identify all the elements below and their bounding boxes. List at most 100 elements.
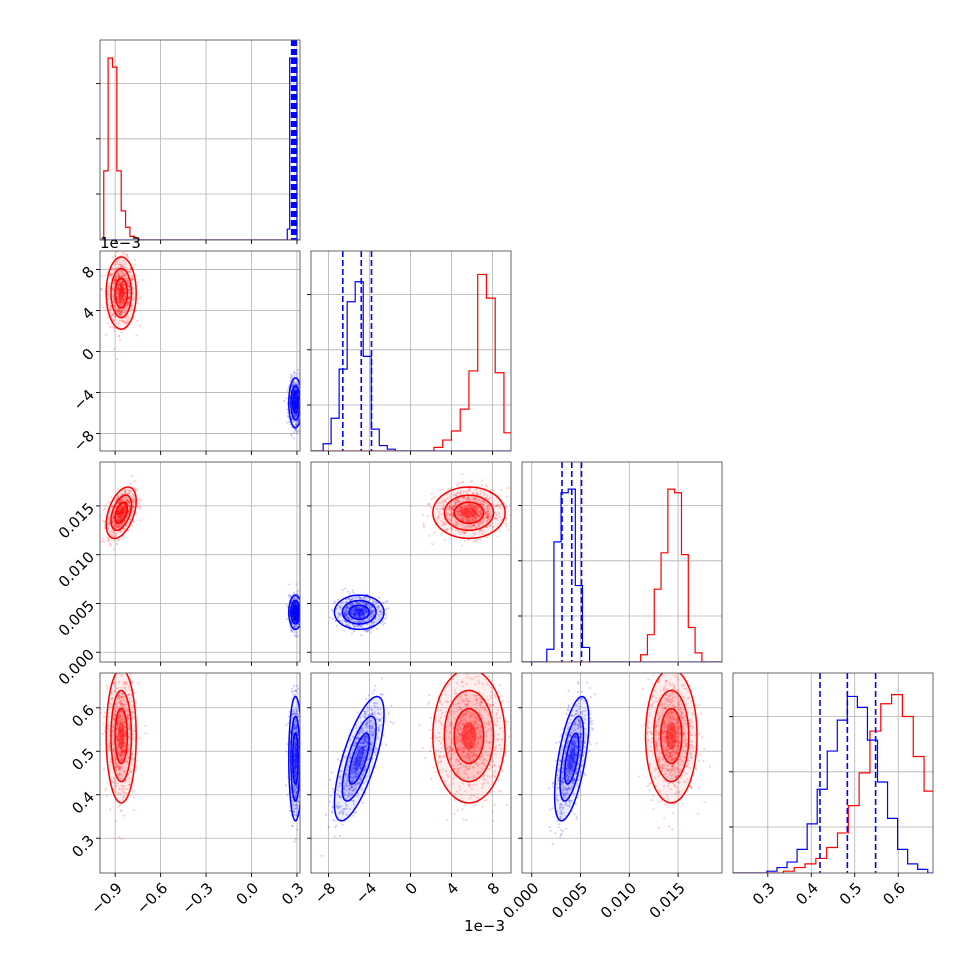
sample-point: [120, 667, 122, 669]
sample-point: [135, 334, 137, 336]
panel-content: [99, 40, 300, 240]
sample-point: [137, 281, 139, 283]
sample-point: [433, 496, 435, 498]
sample-point: [107, 501, 109, 503]
sample-point: [382, 620, 384, 622]
sample-point: [457, 483, 459, 485]
sample-point: [290, 630, 292, 632]
sample-point: [283, 400, 285, 402]
sample-point: [302, 618, 304, 620]
sample-point: [505, 517, 507, 519]
sample-point: [506, 496, 508, 498]
sample-point: [302, 624, 304, 626]
sample-point: [297, 590, 299, 592]
sample-point: [106, 795, 108, 797]
sample-point: [301, 615, 303, 617]
sample-point: [117, 805, 119, 807]
sample-point: [301, 412, 303, 414]
sample-point: [105, 685, 107, 687]
sample-point: [288, 594, 290, 596]
sample-point: [341, 589, 343, 591]
panel-content: [97, 475, 307, 638]
sample-point: [431, 498, 433, 500]
sample-point: [119, 339, 121, 341]
sample-point: [344, 587, 346, 589]
sample-point: [104, 508, 106, 510]
sample-point: [343, 629, 345, 631]
sample-point: [295, 430, 297, 432]
sample-point: [500, 489, 502, 491]
sample-point: [301, 393, 303, 395]
sample-point: [301, 405, 303, 407]
sample-point: [103, 768, 105, 770]
sample-point: [461, 481, 463, 483]
sample-point: [103, 715, 105, 717]
sample-point: [139, 296, 141, 298]
sample-point: [121, 332, 123, 334]
sample-point: [116, 662, 118, 664]
sample-point: [290, 374, 292, 376]
sample-point: [119, 655, 121, 657]
sample-point: [288, 583, 290, 585]
sample-point: [103, 505, 105, 507]
panel-content: [311, 251, 521, 451]
sample-point: [139, 519, 141, 521]
sample-point: [133, 796, 135, 798]
sample-point: [302, 613, 304, 615]
sample-point: [117, 335, 119, 337]
sample-point: [430, 506, 432, 508]
sample-point: [295, 632, 297, 634]
sample-point: [302, 609, 304, 611]
sample-point: [384, 622, 386, 624]
sample-point: [285, 604, 287, 606]
sample-point: [385, 613, 387, 615]
sample-point: [294, 375, 296, 377]
sample-point: [301, 412, 303, 414]
sample-point: [142, 279, 144, 281]
sample-point: [103, 521, 105, 523]
sample-point: [113, 549, 115, 551]
sample-point: [481, 479, 483, 481]
sample-point: [288, 421, 290, 423]
sample-point: [97, 507, 99, 509]
sample-point: [302, 397, 304, 399]
sample-point: [301, 413, 303, 415]
panel-frame: [311, 251, 511, 451]
sample-point: [440, 532, 442, 534]
sample-point: [106, 539, 108, 541]
sample-point: [480, 538, 482, 540]
sample-point: [486, 486, 488, 488]
sample-point: [139, 508, 141, 510]
sample-point: [120, 659, 122, 661]
sample-point: [137, 682, 139, 684]
sample-point: [286, 421, 288, 423]
sample-point: [136, 320, 138, 322]
sample-point: [120, 810, 122, 812]
sample-point: [475, 540, 477, 542]
sample-point: [387, 607, 389, 609]
sample-point: [360, 634, 362, 636]
sample-point: [288, 597, 290, 599]
sample-point: [105, 334, 107, 336]
sample-point: [301, 404, 303, 406]
sample-point: [302, 616, 304, 618]
density-contour: [294, 609, 297, 616]
sample-point: [300, 397, 302, 399]
sample-point: [301, 390, 303, 392]
sample-point: [119, 667, 121, 669]
sample-point: [117, 488, 119, 490]
sample-point: [113, 330, 115, 332]
sample-point: [102, 307, 104, 309]
sample-point: [286, 389, 288, 391]
sample-point: [131, 475, 133, 477]
sample-point: [302, 611, 304, 613]
sample-point: [331, 609, 333, 611]
sample-point: [121, 838, 123, 840]
sample-point: [296, 375, 298, 377]
sample-point: [493, 489, 495, 491]
sample-point: [302, 604, 304, 606]
sample-point: [291, 376, 293, 378]
sample-point: [109, 542, 111, 544]
sample-point: [136, 488, 138, 490]
